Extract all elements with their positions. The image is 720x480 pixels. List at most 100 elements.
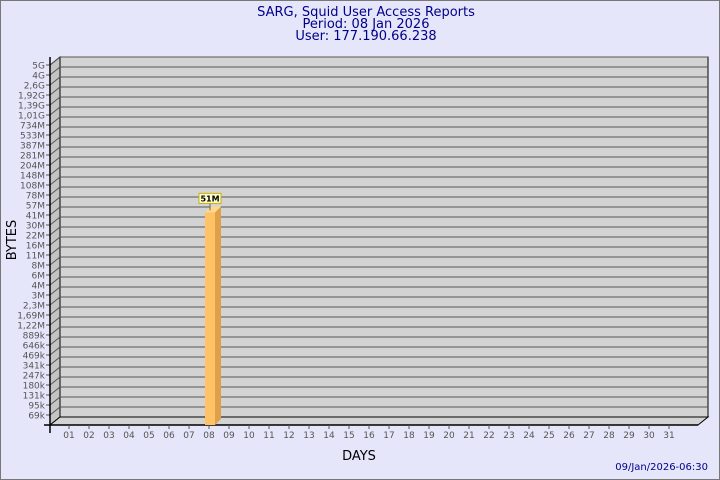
y-tick-diagonal xyxy=(49,366,61,376)
y-tick-diagonal xyxy=(49,106,61,116)
y-tick-label: 3M xyxy=(32,292,46,302)
y-tick-label: 2,3M xyxy=(23,302,45,312)
x-tick-label: 28 xyxy=(603,431,615,441)
y-tick-label: 6M xyxy=(32,272,46,282)
y-tick-label: 734M xyxy=(20,122,45,132)
x-tick-label: 29 xyxy=(623,431,635,441)
y-tick-label: 4M xyxy=(32,282,46,292)
y-tick-diagonal xyxy=(49,126,61,136)
y-tick-label: 11M xyxy=(26,252,45,262)
x-tick-label: 09 xyxy=(223,431,235,441)
y-tick-diagonal xyxy=(49,216,61,226)
y-tick-diagonal xyxy=(49,326,61,336)
x-tick-label: 14 xyxy=(323,431,335,441)
y-tick-label: 2,6G xyxy=(24,82,45,92)
y-tick-diagonal xyxy=(49,86,61,96)
bar-top xyxy=(205,206,221,213)
x-tick-label: 24 xyxy=(523,431,535,441)
bar-front xyxy=(205,212,215,425)
x-tick-label: 13 xyxy=(303,431,314,441)
y-tick-label: 8M xyxy=(32,262,46,272)
y-tick-diagonal xyxy=(49,406,61,416)
x-tick-label: 20 xyxy=(443,431,455,441)
y-axis-label: BYTES xyxy=(5,220,20,261)
y-tick-label: 30M xyxy=(26,222,45,232)
x-tick-label: 25 xyxy=(543,431,554,441)
y-tick-label: 95k xyxy=(28,402,45,412)
y-tick-diagonal xyxy=(49,246,61,256)
y-tick-diagonal xyxy=(49,186,61,196)
timestamp: 09/Jan/2026-06:30 xyxy=(615,462,708,473)
y-tick-diagonal xyxy=(49,266,61,276)
y-tick-label: 247k xyxy=(23,372,46,382)
y-tick-diagonal xyxy=(49,66,61,76)
y-tick-label: 57M xyxy=(26,202,45,212)
y-tick-label: 1,69M xyxy=(17,312,45,322)
y-tick-diagonal xyxy=(49,206,61,216)
y-tick-diagonal xyxy=(49,166,61,176)
x-tick-label: 17 xyxy=(383,431,394,441)
y-tick-label: 4G xyxy=(32,72,45,82)
x-tick-label: 23 xyxy=(503,431,514,441)
y-tick-label: 180k xyxy=(23,382,46,392)
y-tick-diagonal xyxy=(49,336,61,346)
x-tick-label: 01 xyxy=(63,431,74,441)
x-tick-label: 11 xyxy=(263,431,274,441)
x-tick-label: 18 xyxy=(403,431,415,441)
y-tick-diagonal xyxy=(49,346,61,356)
y-tick-diagonal xyxy=(49,116,61,126)
y-tick-diagonal xyxy=(49,286,61,296)
x-tick-label: 21 xyxy=(463,431,474,441)
y-tick-label: 1,92G xyxy=(18,92,45,102)
chart-title-line-2: Period: 08 Jan 2026 xyxy=(303,17,430,32)
x-tick-label: 03 xyxy=(103,431,114,441)
y-tick-label: 69k xyxy=(28,412,45,422)
x-tick-label: 27 xyxy=(583,431,594,441)
y-tick-label: 889k xyxy=(23,332,46,342)
y-tick-diagonal xyxy=(49,316,61,326)
chart-title-line-1: SARG, Squid User Access Reports xyxy=(257,5,475,20)
x-tick-label: 05 xyxy=(143,431,154,441)
x-tick-label: 04 xyxy=(123,431,135,441)
y-tick-diagonal xyxy=(49,356,61,366)
y-tick-label: 22M xyxy=(26,232,45,242)
floor xyxy=(48,416,710,426)
y-tick-diagonal xyxy=(49,56,61,66)
y-tick-label: 108M xyxy=(20,182,45,192)
y-tick-diagonal xyxy=(49,156,61,166)
x-tick-label: 26 xyxy=(563,431,575,441)
y-tick-label: 131k xyxy=(23,392,46,402)
y-tick-label: 469k xyxy=(23,352,46,362)
x-tick-label: 16 xyxy=(363,431,375,441)
y-tick-label: 1,39G xyxy=(18,102,45,112)
y-tick-diagonal xyxy=(49,396,61,406)
y-tick-diagonal xyxy=(49,256,61,266)
y-tick-label: 16M xyxy=(26,242,45,252)
y-tick-label: 1,01G xyxy=(18,112,45,122)
y-tick-diagonal xyxy=(49,236,61,246)
y-tick-diagonal xyxy=(49,96,61,106)
x-tick-label: 07 xyxy=(183,431,194,441)
data-label: 51M xyxy=(200,194,219,203)
bar-side xyxy=(215,206,221,425)
y-tick-label: 341k xyxy=(23,362,46,372)
y-tick-diagonal xyxy=(49,276,61,286)
y-tick-label: 41M xyxy=(26,212,45,222)
x-tick-label: 06 xyxy=(163,431,175,441)
y-tick-diagonal xyxy=(49,386,61,396)
x-tick-label: 10 xyxy=(243,431,255,441)
chart-title-line-3: User: 177.190.66.238 xyxy=(295,29,436,44)
y-tick-label: 78M xyxy=(26,192,45,202)
y-tick-label: 1,22M xyxy=(17,322,45,332)
y-tick-diagonal xyxy=(49,176,61,186)
y-tick-label: 646k xyxy=(23,342,46,352)
y-tick-diagonal xyxy=(49,376,61,386)
y-tick-diagonal xyxy=(49,226,61,236)
y-tick-label: 281M xyxy=(20,152,45,162)
x-tick-label: 02 xyxy=(83,431,94,441)
x-tick-label: 08 xyxy=(203,431,215,441)
x-tick-label: 12 xyxy=(283,431,294,441)
y-tick-diagonal xyxy=(49,196,61,206)
y-tick-label: 387M xyxy=(20,142,45,152)
